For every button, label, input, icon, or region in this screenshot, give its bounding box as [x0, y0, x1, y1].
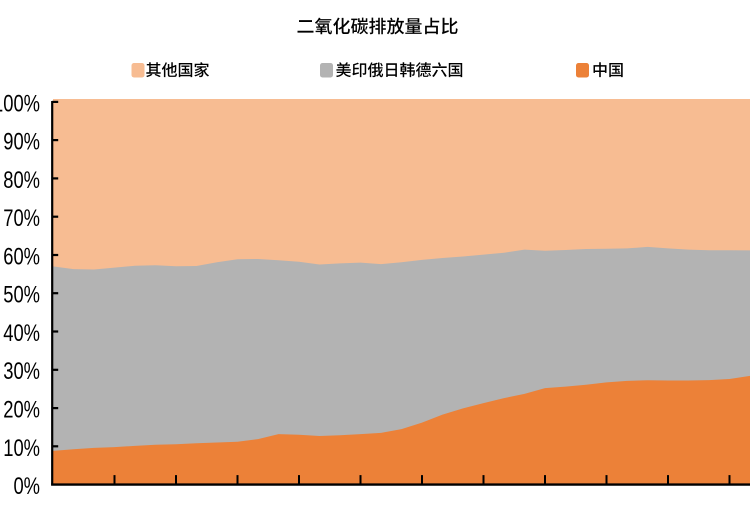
svg-text:100%: 100% — [0, 89, 40, 117]
svg-text:60%: 60% — [3, 242, 40, 270]
svg-text:80%: 80% — [3, 165, 40, 193]
svg-text:0%: 0% — [13, 471, 40, 499]
svg-text:20%: 20% — [3, 395, 40, 423]
svg-text:90%: 90% — [3, 127, 40, 155]
svg-text:50%: 50% — [3, 280, 40, 308]
svg-text:70%: 70% — [3, 203, 40, 231]
svg-text:30%: 30% — [3, 357, 40, 385]
svg-text:10%: 10% — [3, 433, 40, 461]
svg-text:40%: 40% — [3, 318, 40, 346]
